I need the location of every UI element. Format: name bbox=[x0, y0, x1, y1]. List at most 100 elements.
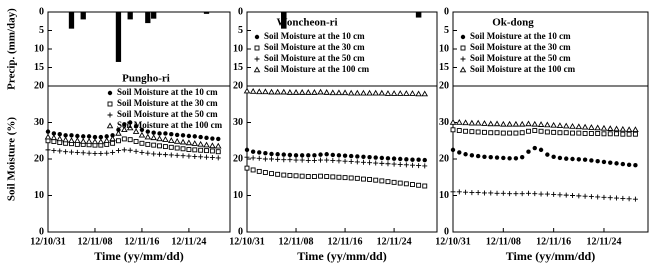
legend-marker bbox=[460, 34, 466, 40]
marker-plus bbox=[293, 157, 299, 163]
marker-triangle bbox=[132, 128, 140, 134]
marker-triangle bbox=[126, 124, 134, 131]
marker-square bbox=[391, 179, 397, 185]
marker-plus bbox=[318, 157, 324, 163]
marker-plus bbox=[250, 155, 256, 161]
marker-circle bbox=[318, 152, 323, 157]
marker-triangle bbox=[619, 125, 627, 132]
marker-triangle bbox=[594, 124, 601, 131]
marker-triangle bbox=[311, 89, 318, 95]
y-tick-label: 0 bbox=[238, 6, 243, 17]
marker-triangle bbox=[600, 124, 608, 131]
legend-label: Soil Moisture at the 10 cm bbox=[470, 31, 571, 41]
legend-label: Soil Moisture at the 100 cm bbox=[470, 64, 576, 74]
marker-triangle bbox=[209, 142, 216, 149]
marker-circle bbox=[373, 155, 378, 160]
marker-square bbox=[397, 180, 403, 186]
marker-plus bbox=[68, 149, 74, 155]
y2-tick-label: 10 bbox=[233, 190, 243, 201]
y2-tick-label: 20 bbox=[439, 153, 449, 164]
x-axis-label: Time (yy/mm/dd) bbox=[297, 249, 386, 263]
marker-plus bbox=[595, 194, 601, 200]
legend-marker bbox=[459, 66, 467, 73]
marker-square bbox=[186, 147, 192, 152]
marker-square bbox=[287, 172, 293, 178]
legend-marker bbox=[106, 122, 114, 129]
marker-circle bbox=[633, 163, 638, 168]
x-tick-label: 12/11/16 bbox=[124, 236, 159, 247]
marker-square bbox=[551, 129, 557, 135]
marker-plus bbox=[121, 147, 127, 153]
legend-marker bbox=[107, 101, 113, 107]
marker-triangle bbox=[487, 120, 495, 127]
marker-triangle bbox=[79, 137, 87, 144]
marker-circle bbox=[595, 158, 600, 164]
marker-plus bbox=[582, 193, 588, 199]
marker-square bbox=[557, 130, 563, 136]
marker-circle bbox=[263, 150, 268, 156]
marker-plus bbox=[174, 152, 180, 158]
marker-triangle bbox=[274, 88, 281, 95]
marker-circle bbox=[608, 160, 613, 165]
marker-square bbox=[275, 171, 281, 177]
marker-triangle bbox=[179, 138, 187, 145]
y-axis-label: Precip. (mm/day) bbox=[6, 8, 18, 90]
marker-circle bbox=[545, 152, 550, 157]
marker-square bbox=[121, 136, 127, 142]
marker-square bbox=[162, 144, 168, 150]
marker-triangle bbox=[214, 142, 222, 149]
marker-triangle bbox=[243, 87, 251, 94]
marker-plus bbox=[456, 189, 462, 195]
y2-axis-label: Soil Moisture (%) bbox=[6, 117, 18, 201]
marker-plus bbox=[422, 163, 428, 169]
marker-plus bbox=[299, 157, 305, 163]
marker-triangle bbox=[360, 89, 367, 96]
marker-circle bbox=[379, 155, 385, 161]
marker-circle bbox=[133, 123, 139, 129]
legend-marker bbox=[460, 56, 466, 62]
marker-plus bbox=[192, 153, 198, 159]
marker-square bbox=[311, 174, 317, 179]
marker-circle bbox=[422, 157, 427, 163]
marker-plus bbox=[494, 190, 500, 196]
marker-plus bbox=[330, 157, 336, 163]
precip-bar bbox=[127, 12, 133, 20]
marker-circle bbox=[116, 127, 121, 132]
marker-triangle bbox=[556, 122, 564, 129]
marker-plus bbox=[576, 193, 582, 199]
marker-plus bbox=[620, 195, 626, 201]
marker-plus bbox=[563, 192, 569, 198]
marker-circle bbox=[169, 131, 174, 137]
precip-bar bbox=[415, 12, 422, 18]
marker-plus bbox=[601, 194, 607, 200]
marker-triangle bbox=[396, 90, 404, 96]
marker-triangle bbox=[191, 140, 199, 146]
marker-square bbox=[318, 173, 323, 179]
marker-circle bbox=[250, 149, 256, 154]
marker-circle bbox=[269, 151, 274, 157]
marker-triangle bbox=[500, 120, 507, 127]
marker-plus bbox=[588, 194, 594, 200]
marker-plus bbox=[281, 157, 287, 163]
marker-circle bbox=[92, 134, 98, 140]
marker-square bbox=[324, 174, 330, 179]
marker-square bbox=[250, 167, 256, 173]
marker-plus bbox=[86, 150, 92, 156]
panel-title: Woncheon-ri bbox=[276, 17, 337, 29]
marker-plus bbox=[168, 152, 174, 158]
marker-triangle bbox=[341, 89, 349, 96]
y-tick-label: 20 bbox=[34, 80, 44, 91]
x-axis-label: Time (yy/mm/dd) bbox=[94, 249, 183, 263]
marker-triangle bbox=[44, 133, 52, 140]
marker-circle bbox=[312, 153, 317, 158]
marker-circle bbox=[257, 150, 262, 155]
marker-plus bbox=[51, 148, 57, 154]
marker-plus bbox=[500, 190, 506, 196]
marker-triangle bbox=[403, 90, 410, 96]
marker-square bbox=[632, 131, 638, 137]
marker-square bbox=[488, 130, 494, 136]
marker-triangle bbox=[173, 137, 181, 144]
marker-circle bbox=[216, 136, 221, 142]
marker-triangle bbox=[531, 120, 539, 127]
marker-square bbox=[607, 131, 613, 137]
